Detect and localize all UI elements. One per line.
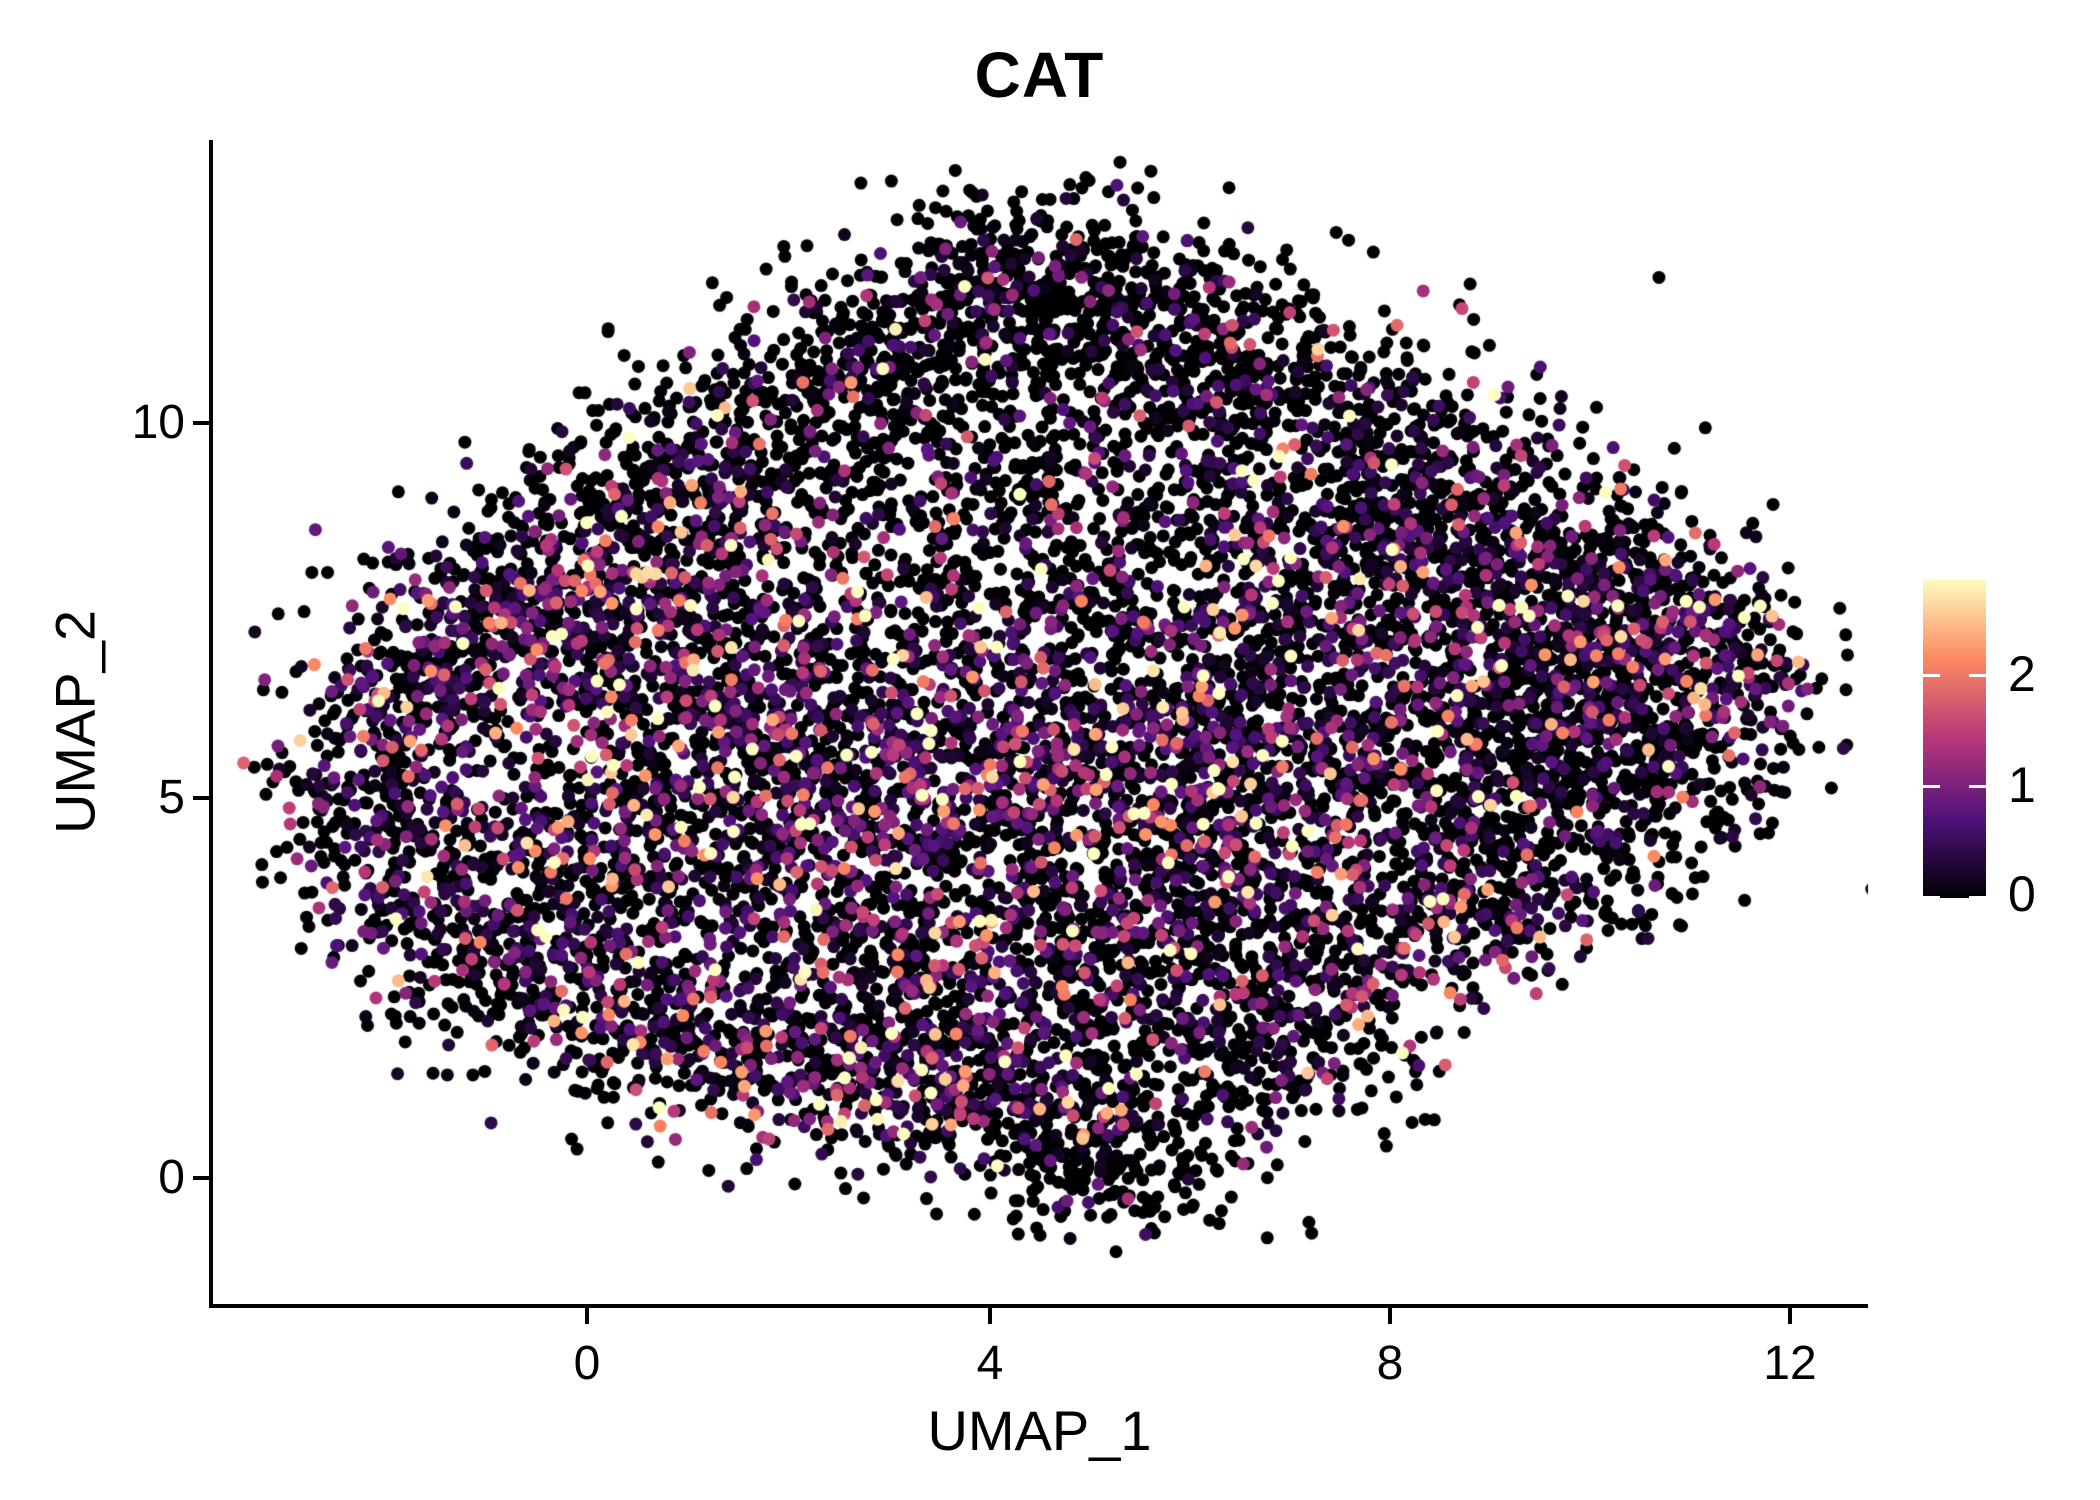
colorbar-tick-0 (1923, 896, 1940, 899)
y-tick-0 (193, 1176, 209, 1180)
y-axis-title: UMAP_2 (43, 609, 107, 835)
y-axis-line (209, 140, 213, 1308)
y-tick-label: 0 (158, 1151, 185, 1204)
colorbar-tick-1 (1969, 785, 1986, 788)
colorbar-tick-1 (1923, 785, 1940, 788)
x-tick-label: 0 (573, 1337, 601, 1390)
y-tick-label: 10 (131, 396, 185, 449)
colorbar-tick-2 (1969, 674, 1986, 677)
x-axis-title: UMAP_1 (927, 1399, 1152, 1462)
x-tick-4 (988, 1308, 992, 1324)
colorbar-tick-2 (1923, 674, 1940, 677)
x-tick-8 (1388, 1308, 1392, 1324)
colorbar-label-2: 2 (2008, 646, 2036, 702)
colorbar-label-1: 1 (2008, 757, 2036, 813)
x-tick-label: 12 (1763, 1337, 1817, 1390)
expression-colorbar (1923, 579, 1986, 898)
x-tick-0 (585, 1308, 589, 1324)
x-tick-label: 8 (1376, 1337, 1404, 1390)
x-tick-label: 4 (976, 1337, 1004, 1390)
y-tick-10 (193, 421, 209, 425)
plot-title: CAT (974, 39, 1105, 111)
colorbar-tick-0 (1969, 896, 1986, 899)
colorbar-label-0: 0 (2008, 866, 2036, 922)
x-axis-line (209, 1304, 1868, 1308)
y-tick-5 (193, 796, 209, 800)
x-tick-12 (1788, 1308, 1792, 1324)
y-tick-label: 5 (158, 771, 185, 824)
